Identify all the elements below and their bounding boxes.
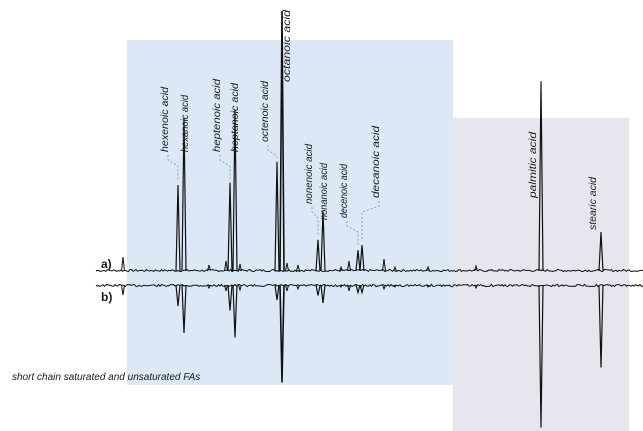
peak-a-heptanoic-acid [232, 109, 238, 272]
peak-b-stearic-acid [598, 284, 604, 368]
connector-nonenoic-acid [311, 207, 319, 236]
trace-a-label: a) [101, 257, 112, 271]
peak-connectors [167, 145, 380, 247]
peak-b-decanoic-acid [359, 284, 365, 295]
peak-b-hexenoic-acid [175, 284, 181, 307]
peak-label-decanoic-acid: decanoic acid [371, 125, 382, 198]
minor-peak-b [296, 284, 300, 291]
peak-labels: hexenoic acid hexanoic acid heptenoic acid… [160, 9, 599, 230]
minor-peak-a [224, 260, 228, 272]
minor-peak-b [207, 284, 211, 290]
peak-b-nonenoic-acid [315, 284, 321, 296]
peaks-a-group [121, 10, 604, 272]
minor-peak-b [474, 284, 478, 290]
trace-b-line [95, 283, 643, 288]
minor-peak-a [426, 265, 430, 272]
peak-a-decenoic-acid [355, 250, 361, 272]
peak-b-nonanoic-acid [320, 284, 326, 304]
peak-label-hexenoic-acid: hexenoic acid [160, 87, 171, 152]
minor-peak-a [393, 265, 397, 272]
peak-a-nonanoic-acid [320, 211, 326, 272]
peak-label-stearic-acid: stearic acid [588, 177, 599, 230]
peak-a-hexenoic-acid [175, 185, 181, 272]
peak-b-palmitic-acid [538, 284, 544, 428]
peak-a-octenoic-acid [274, 161, 280, 272]
connector-octenoic-acid [267, 145, 278, 158]
minor-peak-a [207, 264, 211, 272]
trace-a-line [95, 268, 643, 273]
peak-a-nonenoic-acid [315, 239, 321, 272]
minor-peak-b [121, 284, 125, 296]
peak-label-nonanoic-acid: nonanoic acid [319, 163, 330, 220]
minor-peak-a [285, 262, 289, 272]
peak-label-heptanoic-acid: heptanoic acid [230, 83, 241, 152]
peak-a-decanoic-acid [359, 244, 365, 272]
minor-peak-a [382, 258, 386, 272]
peak-label-octenoic-acid: octenoic acid [260, 81, 271, 142]
peak-a-octanoic-acid [279, 10, 285, 272]
peak-label-hexanoic-acid: hexanoic acid [180, 95, 191, 152]
short-chain-region [127, 40, 453, 385]
peaks-b-group [121, 284, 604, 428]
minor-peak-a [474, 264, 478, 272]
minor-peak-b [382, 284, 386, 291]
connector-hexenoic-acid [167, 155, 179, 182]
trace-b-label: b) [101, 290, 112, 304]
minor-peak-a [339, 265, 343, 272]
minor-peak-b [224, 284, 228, 292]
peak-b-heptanoic-acid [232, 284, 238, 338]
connector-decanoic-acid [361, 201, 380, 241]
minor-peak-b [426, 284, 430, 288]
peak-b-octenoic-acid [274, 284, 280, 301]
peak-label-decenoic-acid: decenoic acid [339, 164, 350, 218]
minor-peak-a [121, 256, 125, 272]
peak-a-palmitic-acid [538, 81, 544, 272]
minor-peak-b [238, 284, 242, 292]
short-chain-region-label: short chain saturated and unsaturated FA… [12, 372, 200, 383]
peak-b-heptenoic-acid [227, 284, 233, 311]
minor-peak-a [238, 263, 242, 272]
peak-b-octanoic-acid [279, 284, 285, 383]
minor-peak-b [285, 284, 289, 292]
peak-label-octanoic-acid: octanoic acid [282, 9, 293, 82]
peak-label-heptenoic-acid: heptenoic acid [212, 79, 223, 152]
peak-a-heptenoic-acid [227, 182, 233, 272]
minor-peak-b [393, 284, 397, 288]
minor-peak-b [339, 284, 343, 288]
peak-label-palmitic-acid: palmitic acid [528, 131, 539, 199]
long-chain-region [453, 118, 629, 431]
minor-peak-a [347, 260, 351, 272]
peak-label-nonenoic-acid: nonenoic acid [304, 144, 315, 204]
peak-a-stearic-acid [598, 231, 604, 272]
minor-peak-a [296, 264, 300, 272]
connector-decenoic-acid [346, 221, 359, 247]
peak-b-decenoic-acid [355, 284, 361, 295]
minor-peak-b [347, 284, 351, 292]
peak-b-hexanoic-acid [181, 284, 187, 334]
peak-a-hexanoic-acid [181, 117, 187, 272]
